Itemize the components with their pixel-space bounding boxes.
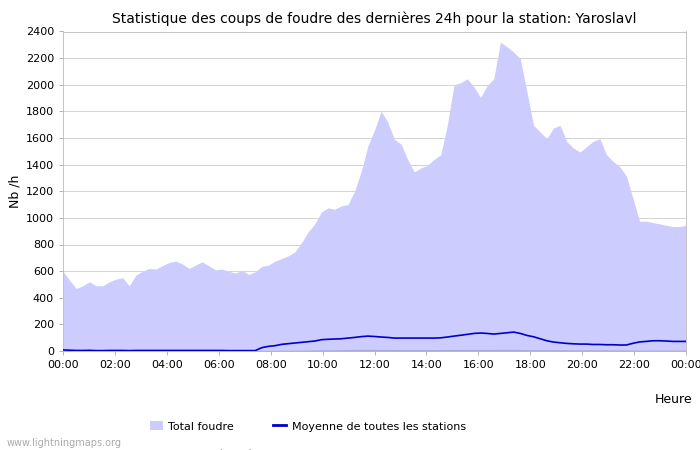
Text: Heure: Heure [654, 392, 692, 405]
Y-axis label: Nb /h: Nb /h [8, 175, 22, 208]
Title: Statistique des coups de foudre des dernières 24h pour la station: Yaroslavl: Statistique des coups de foudre des dern… [112, 12, 637, 26]
Text: www.lightningmaps.org: www.lightningmaps.org [7, 438, 122, 448]
